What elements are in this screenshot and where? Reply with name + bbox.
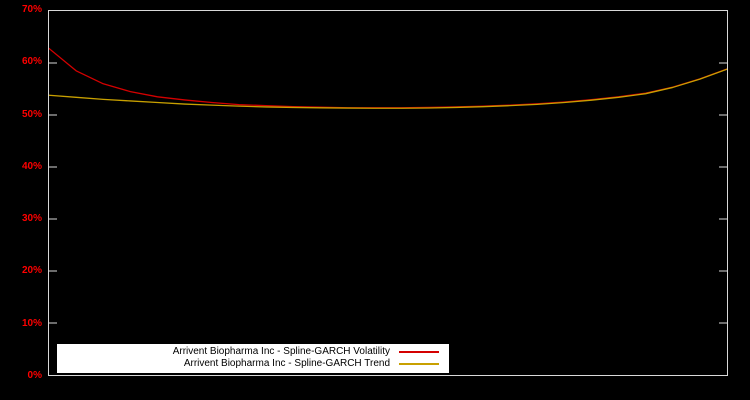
y-axis-tick-label: 70% (21, 4, 42, 15)
plot-svg (49, 47, 727, 324)
legend-label-volatility: Arrivent Biopharma Inc - Spline-GARCH Vo… (172, 346, 390, 357)
legend-label-trend: Arrivent Biopharma Inc - Spline-GARCH Tr… (183, 358, 390, 369)
y-axis-tick-label: 50% (21, 108, 42, 120)
y-axis-tick-label: 0% (27, 370, 42, 381)
y-axis-tick-label: 30% (21, 213, 42, 225)
y-axis-labels: 0% 10% 20% 30% 40% 50% 60% 70% (0, 0, 42, 400)
y-axis-tick-label: 40% (21, 160, 42, 172)
legend-row-trend: Arrivent Biopharma Inc - Spline-GARCH Tr… (63, 358, 439, 370)
legend-line-sample-volatility-icon (399, 351, 439, 353)
y-axis-tick-label: 60% (21, 56, 42, 68)
legend-row-volatility: Arrivent Biopharma Inc - Spline-GARCH Vo… (63, 346, 439, 358)
legend-line-sample-trend-icon (399, 363, 439, 365)
chart-plot-area: Arrivent Biopharma Inc - Spline-GARCH Vo… (48, 10, 728, 376)
y-axis-tick-label: 20% (21, 265, 42, 277)
y-axis-tick-label: 10% (21, 317, 42, 329)
series-line-1 (49, 68, 727, 109)
series-line-0 (49, 47, 727, 109)
chart-legend: Arrivent Biopharma Inc - Spline-GARCH Vo… (57, 344, 449, 373)
